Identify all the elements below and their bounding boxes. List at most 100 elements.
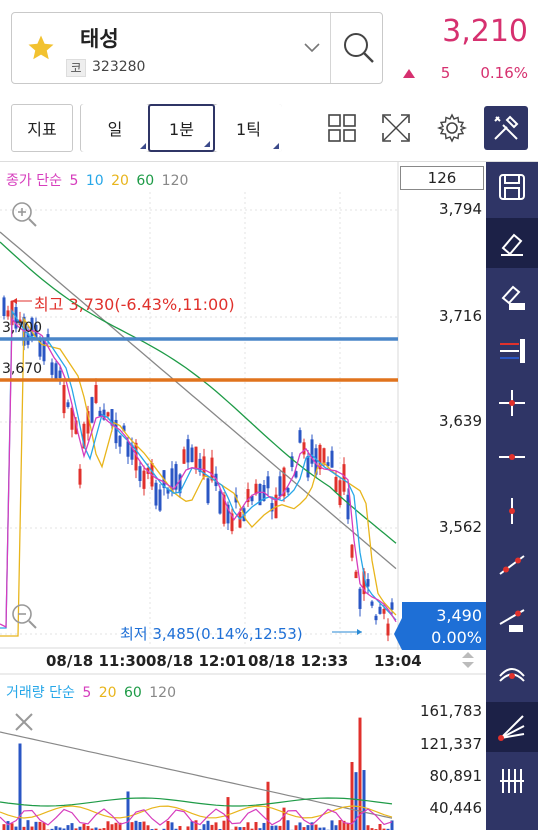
candle	[114, 419, 118, 444]
volume-bar	[10, 823, 14, 830]
close-volume-button[interactable]	[12, 710, 36, 734]
candle	[198, 458, 202, 472]
price-chart[interactable]: 종가 단순 5 10 20 60 120 126 3,794 3,716 3,6…	[0, 162, 486, 830]
volume-bar	[90, 828, 94, 830]
candle	[346, 494, 350, 520]
volume-bar	[178, 826, 182, 830]
period-1min-label: 1분	[169, 120, 194, 139]
settings-button[interactable]	[432, 108, 472, 148]
vol-y-tick-label: 40,446	[429, 799, 483, 817]
crosshair-button[interactable]	[486, 378, 538, 428]
volume-bar	[130, 822, 134, 830]
drawing-tools-button[interactable]	[484, 106, 528, 150]
volume-bar	[154, 828, 158, 830]
period-1tick-button[interactable]: 1틱	[215, 104, 282, 152]
erase-all-button[interactable]	[486, 272, 538, 322]
period-count-input[interactable]: 126	[400, 166, 484, 190]
y-tick-label: 3,639	[439, 412, 482, 430]
candle	[330, 450, 334, 468]
volume-bar	[190, 821, 194, 830]
vol-ma-60-line	[0, 797, 393, 807]
save-button[interactable]	[486, 162, 538, 212]
period-day-button[interactable]: 일	[81, 104, 149, 152]
layout-grid-button[interactable]	[322, 108, 362, 148]
volume-bar	[62, 828, 66, 830]
price-legend: 종가 단순 5 10 20 60 120	[6, 170, 191, 190]
volume-bar	[262, 822, 266, 830]
resize-handle[interactable]	[458, 650, 478, 670]
price-legend-title: 종가 단순	[6, 173, 62, 189]
market-badge: 코	[66, 59, 86, 77]
volume-bar	[38, 821, 42, 830]
volume-bar	[26, 820, 30, 830]
ma-120-line	[0, 231, 397, 570]
eraser-button[interactable]	[486, 218, 538, 268]
candle	[6, 310, 10, 317]
change-percent: 0.16%	[480, 64, 528, 82]
volume-bar	[14, 826, 18, 830]
candle	[302, 442, 306, 455]
current-price: 3,210	[442, 14, 528, 49]
fibonacci-fan-button[interactable]	[486, 702, 538, 752]
chevron-down-icon[interactable]	[302, 37, 322, 57]
stock-header: 태성 코 323280 3,210 5 0.16%	[0, 0, 538, 96]
volume-bar	[270, 825, 274, 830]
candle	[178, 474, 182, 494]
volume-bar	[34, 821, 38, 830]
vol-y-tick-label: 121,337	[419, 735, 482, 753]
star-icon[interactable]	[26, 33, 56, 63]
volume-bar	[342, 820, 346, 830]
candle	[106, 412, 110, 417]
candle	[182, 449, 186, 464]
period-1min-button[interactable]: 1분	[148, 104, 215, 152]
candle	[134, 442, 138, 471]
candle	[382, 608, 386, 614]
search-button[interactable]	[332, 13, 384, 83]
volume-bar	[118, 822, 122, 830]
candle	[66, 402, 70, 407]
stock-selector[interactable]: 태성 코 323280	[11, 12, 383, 84]
volume-bar	[134, 820, 138, 830]
close-icon	[15, 713, 33, 731]
channel-button[interactable]	[486, 756, 538, 806]
candle	[38, 340, 42, 357]
candle	[310, 439, 314, 464]
horizontal-line-button[interactable]	[486, 432, 538, 482]
volume-bar	[254, 822, 258, 830]
indicator-button[interactable]: 지표	[11, 104, 73, 152]
fan-line-button[interactable]	[486, 648, 538, 698]
candle	[190, 447, 194, 463]
candle	[174, 464, 178, 490]
volume-bar	[114, 822, 118, 830]
candle	[386, 623, 390, 636]
volume-bar	[70, 823, 74, 830]
volume-bar	[206, 820, 210, 830]
zoom-out-button[interactable]	[10, 602, 38, 630]
trend-line-button[interactable]	[486, 540, 538, 590]
volume-bar	[294, 825, 298, 830]
low-price-label: 최저 3,485(0.14%,12:53)	[120, 625, 303, 643]
volume-bar	[366, 825, 370, 830]
volume-bar	[98, 828, 102, 830]
volume-bar	[386, 828, 390, 830]
x-tick-label: 08/18 12:33	[248, 652, 349, 670]
candle	[102, 409, 106, 420]
candle	[374, 615, 378, 621]
candle	[90, 397, 94, 423]
x-tick-label: 08/18 11:30	[46, 652, 147, 670]
arc-icon	[499, 668, 525, 682]
fullscreen-button[interactable]	[376, 108, 416, 148]
volume-bar	[174, 828, 178, 830]
volume-bar	[162, 828, 166, 830]
volume-bar	[238, 827, 242, 830]
volume-bar	[258, 828, 262, 830]
auto-trend-button[interactable]	[486, 594, 538, 644]
volume-bar	[338, 820, 342, 830]
zoom-in-button[interactable]	[10, 200, 38, 228]
volume-bar	[226, 797, 230, 830]
volume-bar	[322, 827, 326, 830]
up-down-arrow-icon	[462, 652, 474, 668]
vertical-line-button[interactable]	[486, 486, 538, 536]
hcl-line-button[interactable]	[486, 326, 538, 376]
candle	[118, 435, 122, 447]
